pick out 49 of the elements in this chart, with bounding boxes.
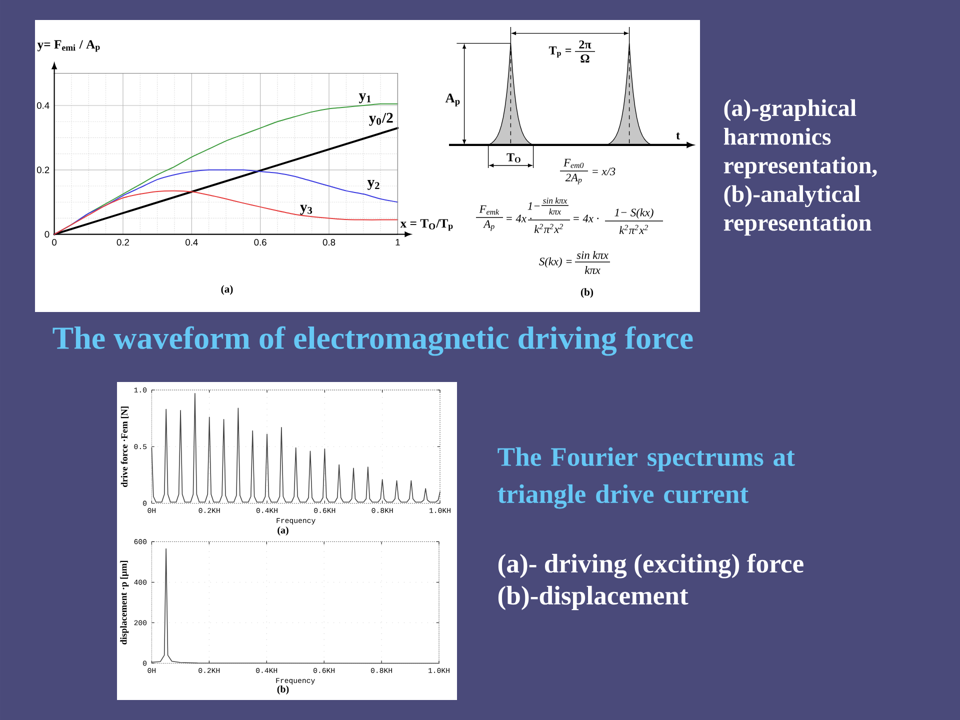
- text: (a)-graphical harmonics representation, (b)-analytical representation: [724, 99, 877, 236]
- text: T$_{O}$: [506, 153, 520, 163]
- y-tick-label: 0.4: [36, 102, 50, 109]
- series-label: y$_{3}$: [300, 204, 312, 215]
- text: = 4x ·: [574, 214, 599, 222]
- x-tick-label: 0.4: [186, 239, 198, 246]
- y-axis-title: y= F$_{emi}$ / A$_{p}$: [37, 40, 100, 52]
- series-label: y$_{2}$: [367, 180, 380, 190]
- text: (b): [580, 288, 594, 298]
- text: A$_{p}$: [483, 220, 494, 231]
- text: kπx: [549, 208, 561, 215]
- y-tick-label: 0: [44, 231, 50, 238]
- text: (b)-displacement: [498, 586, 688, 610]
- text: (a): [278, 526, 288, 536]
- text: (a)- driving (exciting) force: [498, 554, 804, 578]
- text: kπx: [584, 266, 600, 274]
- text: The waveform of electromagnetic driving force: [52, 326, 693, 356]
- text: sin kπx: [576, 251, 608, 259]
- text: sin kπx: [542, 197, 568, 204]
- text: = x/3: [592, 168, 616, 176]
- y-axis-title: displacement ·p [μm]: [120, 560, 129, 644]
- x-tick-label: 1: [396, 239, 400, 246]
- x-tick-label: 0.2: [116, 239, 130, 246]
- text: = 4x ·: [506, 214, 532, 222]
- y-tick-label: 0.2: [36, 166, 50, 174]
- x-tick-label: 0.6: [254, 239, 266, 246]
- text: 1− S(kx): [614, 208, 654, 219]
- text: S(kx) =: [539, 257, 572, 268]
- text: F$_{emk}$: [479, 205, 500, 215]
- x-axis-title: x = T$_{O}$/T$_{p}$: [400, 219, 453, 231]
- text: A$_{p}$: [445, 94, 460, 106]
- text: k$^{2}$π$^{2}$x$^{2}$: [534, 224, 563, 234]
- text: (a): [221, 285, 233, 295]
- text: Ω: [580, 54, 590, 62]
- x-tick-label: 0.8: [322, 239, 336, 246]
- text: k$^{2}$π$^{2}$x$^{2}$: [620, 224, 648, 234]
- text: 2A$_{p}$: [565, 174, 582, 184]
- series-label: y$_{1}$: [358, 93, 371, 104]
- text: (b): [277, 685, 289, 695]
- text: 2π: [579, 40, 592, 49]
- text: T$_{p}$ =: [548, 46, 572, 58]
- line-series: [151, 392, 440, 503]
- x-tick-label: 0: [52, 239, 57, 246]
- text: F$_{em0}$: [564, 158, 584, 168]
- text: The Fourier spectrums at triangle drive current: [498, 447, 795, 509]
- text: 1−: [528, 202, 540, 210]
- text: t: [676, 132, 680, 140]
- y-axis-title: drive force ·Fem [N]: [120, 406, 129, 487]
- series-label: y$_{0}$/2: [369, 112, 393, 126]
